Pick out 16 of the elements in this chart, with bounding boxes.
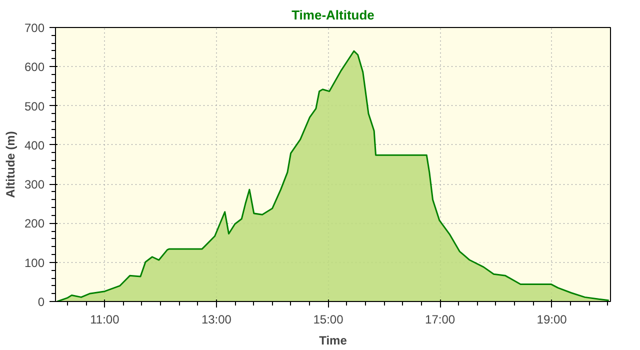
x-tick-label: 19:00 — [536, 312, 568, 326]
x-axis-title: Time — [319, 334, 348, 348]
y-tick-label: 700 — [24, 21, 45, 35]
y-tick-label: 200 — [24, 216, 45, 231]
x-tick-label: 15:00 — [313, 312, 344, 326]
y-tick-label: 400 — [24, 138, 45, 152]
x-tick-label: 17:00 — [425, 312, 456, 326]
y-tick-label: 600 — [24, 60, 45, 74]
x-tick-label: 11:00 — [90, 312, 120, 326]
y-axis-title: Altitude (m) — [3, 131, 18, 198]
y-tick-label: 500 — [24, 99, 45, 114]
y-tick-label: 300 — [24, 178, 45, 192]
y-tick-label: 0 — [38, 295, 45, 309]
x-tick-label: 13:00 — [201, 312, 232, 326]
chart-title: Time-Altitude — [292, 8, 374, 22]
y-tick-label: 100 — [24, 256, 45, 270]
